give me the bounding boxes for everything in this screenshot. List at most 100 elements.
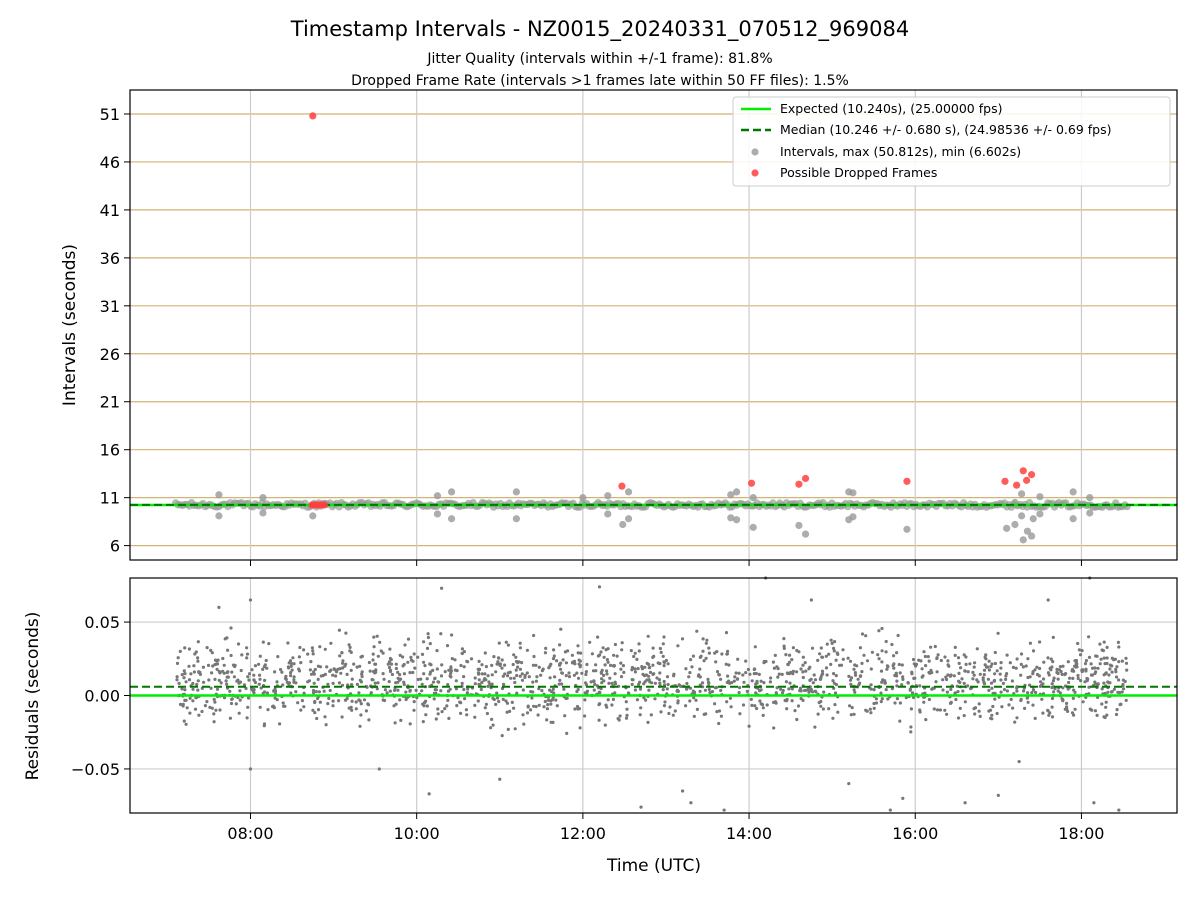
residual-point xyxy=(874,701,879,705)
residual-point xyxy=(995,711,999,716)
residual-point xyxy=(309,660,313,664)
residual-point xyxy=(560,671,564,675)
residual-point xyxy=(987,659,991,663)
residual-point xyxy=(827,707,831,711)
residual-point xyxy=(183,688,187,692)
residual-point xyxy=(690,665,694,669)
residual-point xyxy=(642,696,646,700)
residual-point xyxy=(1058,691,1062,695)
residual-point xyxy=(480,672,484,676)
residual-point xyxy=(411,670,415,675)
residual-point xyxy=(551,687,555,691)
residual-point xyxy=(406,660,410,664)
residual-point xyxy=(537,665,541,669)
residual-point xyxy=(178,702,183,707)
residual-point xyxy=(824,654,828,658)
residual-point xyxy=(382,677,386,681)
residual-point xyxy=(1025,696,1029,700)
residual-point xyxy=(750,679,754,683)
residual-point xyxy=(420,689,424,693)
residual-point xyxy=(1100,648,1104,652)
residual-point xyxy=(701,637,705,641)
residual-point xyxy=(680,637,685,641)
residual-point xyxy=(1026,657,1030,661)
residual-point xyxy=(999,661,1003,665)
residual-point xyxy=(433,677,437,681)
residual-point xyxy=(944,675,948,679)
residual-point xyxy=(808,678,812,683)
residual-point xyxy=(962,681,966,686)
residual-point xyxy=(283,704,287,708)
residual-point xyxy=(736,677,740,681)
residual-point xyxy=(465,659,469,663)
residual-point xyxy=(376,681,380,685)
residual-point xyxy=(999,666,1003,670)
residual-point xyxy=(344,631,348,635)
residual-point xyxy=(836,710,840,714)
residual-point xyxy=(525,648,530,652)
residual-point xyxy=(993,691,997,695)
residual-point xyxy=(1087,635,1091,639)
residual-point xyxy=(460,681,464,686)
interval-outlier-point-39 xyxy=(1036,493,1044,501)
residual-point xyxy=(208,705,212,710)
residual-point xyxy=(1096,682,1100,686)
residual-point xyxy=(609,663,613,668)
residual-point xyxy=(345,672,349,677)
residual-point xyxy=(409,658,413,662)
residual-point xyxy=(455,704,459,708)
residual-point xyxy=(1030,691,1034,695)
residual-point xyxy=(439,632,443,636)
residual-point xyxy=(221,656,225,661)
residual-point xyxy=(688,671,692,675)
residual-point xyxy=(252,678,256,682)
residual-point xyxy=(715,670,720,674)
residual-point xyxy=(196,659,200,663)
residual-point xyxy=(463,697,467,701)
residual-point xyxy=(953,645,957,650)
residual-point xyxy=(619,661,623,665)
residual-point xyxy=(813,678,818,682)
residual-point xyxy=(1053,687,1057,691)
residual-point xyxy=(462,687,466,692)
residual-point xyxy=(621,664,626,668)
residual-point xyxy=(868,707,872,711)
residual-point xyxy=(313,667,317,672)
residual-point xyxy=(383,688,387,692)
residual-point xyxy=(759,679,763,683)
residual-point xyxy=(782,646,786,651)
dropped-frame-point-12 xyxy=(1001,477,1009,485)
residual-point xyxy=(402,672,406,676)
residual-point xyxy=(313,711,317,715)
residual-point xyxy=(329,641,333,645)
residual-point xyxy=(977,702,981,706)
residual-point xyxy=(1056,689,1060,693)
residual-point xyxy=(393,688,397,693)
residual-point xyxy=(607,681,611,685)
bottom-y-axis-label: Residuals (seconds) xyxy=(23,612,43,781)
residual-point xyxy=(906,681,910,685)
residual-point xyxy=(211,664,215,668)
residual-point xyxy=(934,680,938,684)
residual-point xyxy=(788,681,792,685)
residual-point xyxy=(926,655,930,659)
residual-point xyxy=(834,658,838,662)
residual-point xyxy=(515,691,519,695)
residual-point xyxy=(872,706,876,711)
residual-point xyxy=(1121,682,1125,687)
residual-point xyxy=(600,681,604,685)
residual-point xyxy=(358,664,362,668)
residual-point xyxy=(422,640,426,644)
dropped-frame-point-16 xyxy=(1027,471,1036,479)
residual-point xyxy=(896,633,900,638)
residual-point xyxy=(482,678,486,682)
x-tick-label-1: 10:00 xyxy=(394,824,440,843)
residual-point xyxy=(658,671,662,675)
residual-point xyxy=(860,670,864,674)
residual-point xyxy=(1090,673,1094,677)
residual-point xyxy=(989,664,993,669)
residual-point xyxy=(707,687,711,692)
residual-point xyxy=(462,675,466,679)
residual-point xyxy=(578,665,582,669)
